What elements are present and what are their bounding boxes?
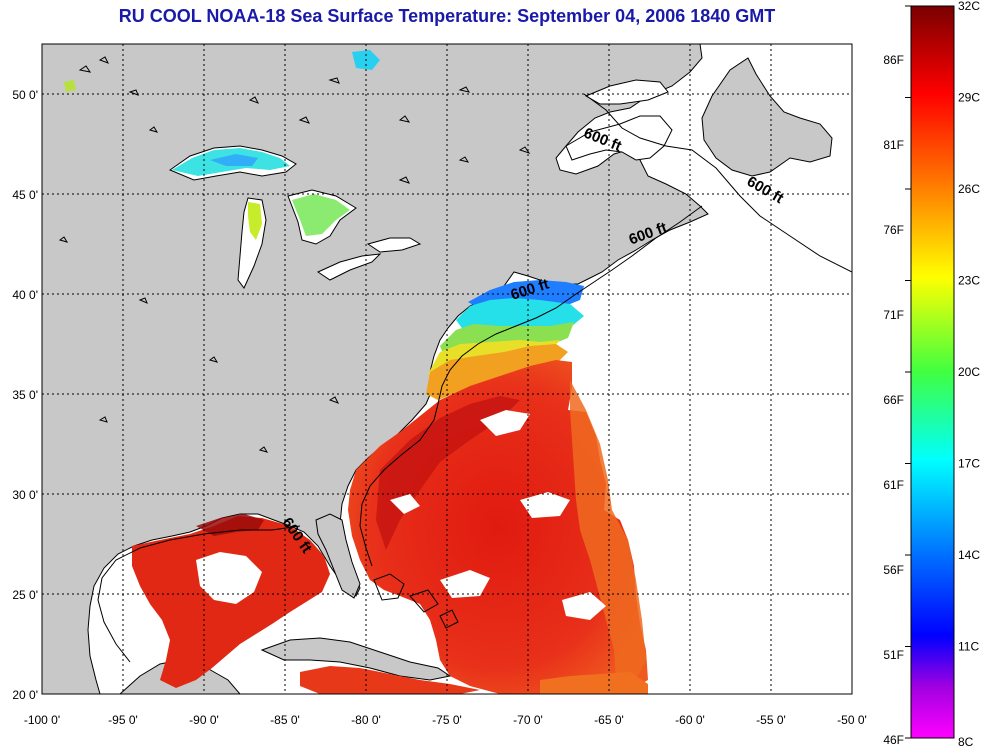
latitude-tick-label: 40 0' <box>12 288 38 302</box>
cloud-gap-5 <box>390 494 420 514</box>
florida-land <box>315 513 361 599</box>
longitude-tick-label: -60 0' <box>675 713 705 727</box>
latitude-tick-label: 30 0' <box>12 488 38 502</box>
lake-ontario <box>366 237 422 253</box>
colorbar-fahrenheit-label: 51F <box>883 648 904 662</box>
longitude-tick-label: -75 0' <box>432 713 462 727</box>
colorbar-fahrenheit-label: 86F <box>883 53 904 67</box>
sst-lake-michigan <box>248 202 262 240</box>
colorbar-fahrenheit-label: 61F <box>883 478 904 492</box>
colorbar-celsius-label: 32C <box>958 0 980 13</box>
colorbar-celsius-label: 23C <box>958 274 980 288</box>
colorbar-celsius-label: 20C <box>958 365 980 379</box>
north-america-land <box>42 44 709 694</box>
colorbar-celsius-label: 17C <box>958 457 980 471</box>
isobath-600ft-line <box>97 93 852 663</box>
sst-caribbean-orange <box>540 672 648 694</box>
colorbar-celsius-label: 8C <box>958 735 974 749</box>
longitude-tick-label: -65 0' <box>594 713 624 727</box>
longitude-tick-label: -100 0' <box>24 713 60 727</box>
cloud-gap-3 <box>440 570 490 598</box>
latitude-tick-label: 35 0' <box>12 388 38 402</box>
colorbar-celsius-label: 29C <box>958 91 980 105</box>
sst-lake-superior-blue <box>210 154 258 166</box>
longitude-tick-label: -80 0' <box>351 713 381 727</box>
longitude-tick-label: -85 0' <box>270 713 300 727</box>
plot-border <box>41 43 853 695</box>
colorbar-labels: 32C 29C 26C 23C 20C 17C 14C 11C 8C 86F 81F 76F 71F 66… <box>883 0 980 749</box>
latitude-tick-label: 45 0' <box>12 188 38 202</box>
small-lakes <box>58 56 531 453</box>
colorbar-fahrenheit-label: 56F <box>883 563 904 577</box>
colorbar-celsius-label: 26C <box>958 182 980 196</box>
axis-labels: -100 0' -95 0' -90 0' -85 0' -80 0' -75 0' -70… <box>12 88 866 727</box>
graticule <box>42 44 852 694</box>
map-title: RU COOL NOAA-18 Sea Surface Temperature:… <box>118 6 776 26</box>
colorbar-fahrenheit-label: 76F <box>883 223 904 237</box>
cloud-gap-2 <box>520 492 570 518</box>
colorbar-celsius-label: 14C <box>958 548 980 562</box>
longitude-tick-label: -70 0' <box>513 713 543 727</box>
longitude-tick-label: -90 0' <box>189 713 219 727</box>
latitude-tick-label: 50 0' <box>12 88 38 102</box>
latitude-tick-label: 20 0' <box>12 688 38 702</box>
newfoundland-land <box>701 57 833 177</box>
sst-slope-orange <box>426 344 568 400</box>
colorbar-gradient <box>910 5 955 739</box>
longitude-tick-label: -50 0' <box>837 713 867 727</box>
latitude-tick-label: 25 0' <box>12 588 38 602</box>
longitude-tick-label: -55 0' <box>756 713 786 727</box>
colorbar-fahrenheit-label: 46F <box>883 733 904 747</box>
map-layers <box>42 44 852 694</box>
northern-water <box>584 79 669 105</box>
colorbar-fahrenheit-label: 66F <box>883 393 904 407</box>
cloud-gap-6 <box>610 456 630 474</box>
sst-caribbean <box>300 666 480 694</box>
sst-lake-erie <box>322 256 376 278</box>
cloud-gap-4 <box>562 592 606 620</box>
sst-offshore-orange <box>570 380 646 680</box>
longitude-tick-label: -95 0' <box>108 713 138 727</box>
sst-gulf-cool-gaps <box>196 552 262 604</box>
gulf-st-lawrence <box>565 115 673 161</box>
cloud-gap-1 <box>480 410 530 436</box>
sst-west-small-lake <box>64 80 76 92</box>
colorbar-fahrenheit-label: 71F <box>883 308 904 322</box>
bahamas-outline <box>373 573 459 629</box>
colorbar-celsius-label: 11C <box>958 640 979 654</box>
sst-lake-huron <box>292 194 350 236</box>
colorbar-fahrenheit-label: 81F <box>883 138 904 152</box>
